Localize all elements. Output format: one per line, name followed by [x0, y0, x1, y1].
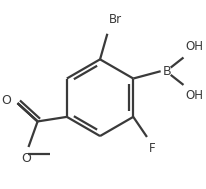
Text: OH: OH: [185, 40, 203, 53]
Text: O: O: [22, 153, 32, 166]
Text: F: F: [149, 142, 155, 155]
Text: O: O: [1, 94, 11, 107]
Text: OH: OH: [185, 89, 203, 102]
Text: Br: Br: [109, 13, 122, 26]
Text: B: B: [163, 65, 171, 78]
